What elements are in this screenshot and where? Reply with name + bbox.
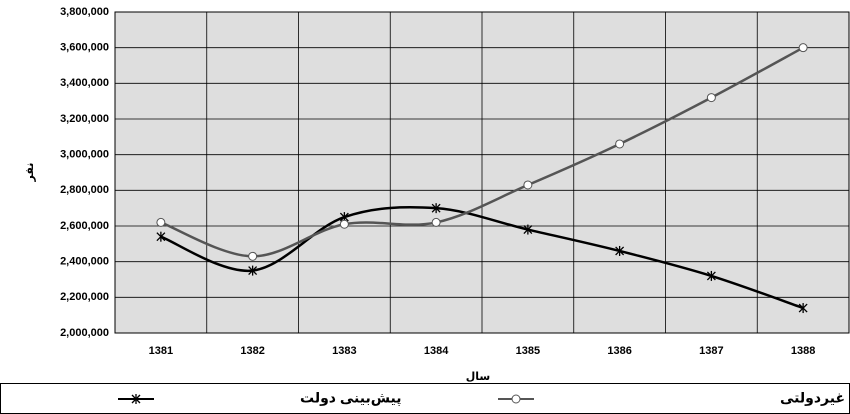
legend-label: پیش‌بینی‌کارشناسان غیردولتی [780, 390, 850, 407]
y-tick-label: 3,200,000 [60, 113, 109, 125]
point [511, 394, 521, 404]
point [706, 270, 716, 281]
y-tick-label: 3,000,000 [60, 149, 109, 161]
point [798, 43, 808, 53]
y-tick-label: 3,400,000 [60, 77, 109, 89]
point [523, 224, 533, 235]
x-tick-label: 1382 [240, 345, 264, 357]
point [156, 217, 166, 227]
y-axis-label: نفر [24, 163, 36, 183]
y-tick-label: 2,400,000 [60, 256, 109, 268]
legend-label: پیش‌بینی دولت [300, 390, 401, 407]
y-tick-label: 2,800,000 [60, 184, 109, 196]
x-tick-label: 1387 [699, 345, 723, 357]
point [615, 139, 625, 149]
point [798, 303, 808, 314]
series-line [160, 46, 804, 258]
point [248, 251, 258, 261]
y-tick-label: 2,200,000 [60, 291, 109, 303]
point [431, 217, 441, 227]
point [431, 203, 441, 214]
point [523, 180, 533, 190]
y-tick-label: 3,800,000 [60, 6, 109, 18]
series-line [160, 205, 804, 310]
y-tick-label: 2,000,000 [60, 327, 109, 339]
point [131, 394, 141, 404]
x-tick-label: 1384 [424, 345, 449, 357]
point [615, 245, 625, 256]
point [156, 231, 166, 242]
y-tick-label: 3,600,000 [60, 42, 109, 54]
y-tick-label: 2,600,000 [60, 220, 109, 232]
x-tick-label: 1386 [607, 345, 631, 357]
point [339, 219, 349, 229]
x-tick-label: 1385 [516, 345, 540, 357]
x-tick-label: 1383 [332, 345, 356, 357]
point [706, 93, 716, 103]
x-tick-label: 1388 [791, 345, 815, 357]
point [248, 265, 258, 276]
x-axis-label: سال [466, 371, 491, 383]
x-tick-label: 1381 [149, 345, 173, 357]
